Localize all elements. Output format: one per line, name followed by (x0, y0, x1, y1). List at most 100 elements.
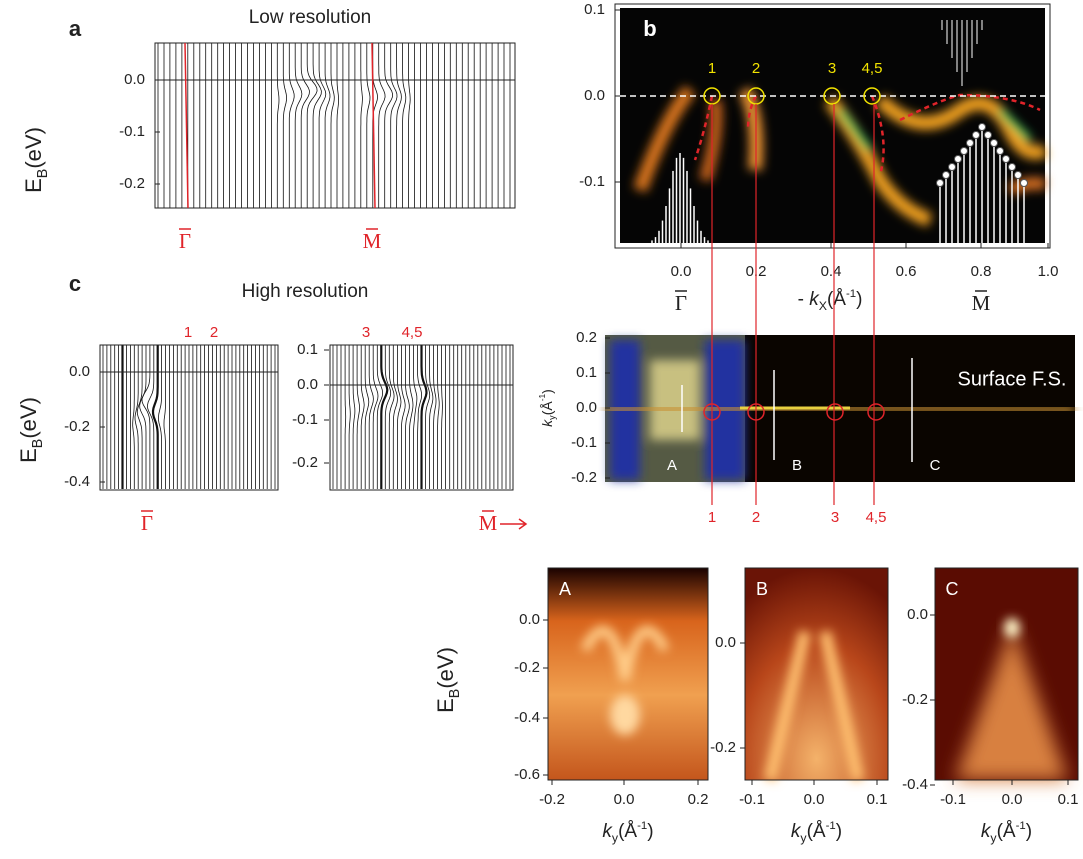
y-tick-label: -0.6 (514, 766, 540, 783)
spectrum-curve (139, 345, 147, 489)
y-tick-label: 0.0 (715, 634, 736, 651)
x-tick-label: 0.0 (614, 791, 635, 808)
spectrum-curve (420, 345, 428, 489)
x-tick-label: -0.2 (539, 791, 565, 808)
label-part: B (35, 169, 51, 179)
marker-label: 4,5 (862, 60, 883, 77)
x-tick-label: 0.0 (804, 791, 825, 808)
peak-marker (1008, 163, 1016, 171)
y-tick-label: 0.0 (297, 376, 318, 393)
peak-marker (948, 163, 956, 171)
y-tick-label: -0.1 (579, 173, 605, 190)
marker-circle (703, 403, 721, 421)
label-part: -1 (537, 394, 547, 402)
spectrum-curve (336, 43, 340, 208)
frame (934, 567, 1079, 781)
cut-label: C (930, 457, 941, 474)
y-tick-label: -0.4 (902, 776, 928, 793)
label-part: y (547, 415, 557, 420)
label-part: E (433, 698, 458, 713)
frame (614, 3, 1051, 249)
y-tick-label: 0.0 (907, 606, 928, 623)
map-title: Surface F.S. (958, 368, 1067, 390)
label-part: -1 (846, 288, 856, 300)
axis-label: ky(Å-1) (981, 820, 1032, 845)
spectrum-curve (312, 43, 322, 208)
label-part: ) (1026, 821, 1032, 842)
peak-marker (966, 139, 974, 147)
spectrum-curve (288, 43, 295, 208)
symmetry-point: M (479, 511, 498, 535)
y-tick-label: -0.2 (710, 739, 736, 756)
symmetry-point: Γ (141, 511, 153, 535)
spectrum-curve (344, 345, 347, 489)
label-part: k (791, 821, 802, 842)
label-part: (Å (997, 821, 1016, 842)
spectrum-curve (378, 43, 386, 208)
x-tick-label: 0.4 (821, 263, 842, 280)
spectrum-curve (134, 345, 139, 489)
y-tick-label: -0.2 (514, 659, 540, 676)
x-tick-label: 0.1 (1058, 791, 1079, 808)
symmetry-point: Γ (179, 229, 191, 253)
spectrum-curve (433, 345, 437, 489)
spectrum-curve (388, 345, 395, 489)
frame (547, 567, 709, 781)
peak-marker (972, 131, 980, 139)
label-part: E (21, 178, 46, 193)
label-part: -1 (637, 820, 647, 832)
y-tick-label: -0.2 (902, 691, 928, 708)
spectrum-curve (417, 345, 423, 489)
spectrum-curve (158, 345, 162, 489)
marker-label: 3 (362, 324, 370, 341)
marker-label: 1 (708, 509, 716, 526)
label-part: (Å (807, 821, 826, 842)
spectrum-curve (364, 345, 370, 489)
axis-label: EB(eV) (21, 127, 51, 193)
spectrum-curve (282, 43, 288, 208)
axis-label: ky(Å-1) (602, 820, 653, 845)
x-tick-label: 0.0 (1002, 791, 1023, 808)
y-tick-label: 0.0 (584, 87, 605, 104)
label-part: (eV) (433, 647, 458, 689)
spectrum-curve (402, 43, 407, 208)
label-part: k (981, 821, 992, 842)
cut-label: A (559, 579, 571, 599)
y-tick-label: -0.4 (64, 473, 90, 490)
peak-marker (1014, 171, 1022, 179)
panel-title: High resolution (242, 281, 369, 302)
marker-label: 2 (752, 60, 760, 77)
x-tick-label: 0.8 (971, 263, 992, 280)
y-tick-label: 0.1 (576, 364, 597, 381)
label-part: -1 (826, 820, 836, 832)
spectrum-curve (330, 43, 335, 208)
spectrum-curve (408, 43, 411, 208)
label-part: ) (856, 289, 862, 310)
y-tick-label: -0.2 (119, 175, 145, 192)
label-part: B (447, 689, 463, 699)
label-part: E (16, 448, 41, 463)
spectrum-curve (360, 43, 363, 208)
frame (744, 567, 889, 781)
spectrum-curve (366, 43, 371, 208)
cut-images (548, 568, 1078, 782)
fermi-surface-image (604, 335, 1076, 482)
label-part: k (809, 289, 820, 310)
y-tick-label: -0.2 (64, 418, 90, 435)
peak-marker (990, 139, 998, 147)
label-part: k (602, 821, 613, 842)
label-part: (Å (539, 401, 555, 416)
y-tick-label: 0.0 (576, 399, 597, 416)
marker-circle (863, 87, 881, 105)
line (184, 42, 189, 209)
y-tick-label: -0.2 (571, 469, 597, 486)
peak-marker (978, 123, 986, 131)
spectrum-curve (409, 345, 414, 489)
peak-marker (936, 179, 944, 187)
spectrum-curve (380, 345, 389, 489)
panel-label: c (69, 271, 81, 296)
spectrum-curve (368, 345, 374, 489)
cut-label: C (946, 579, 959, 599)
y-tick-label: -0.1 (119, 123, 145, 140)
marker-label: 3 (831, 509, 839, 526)
